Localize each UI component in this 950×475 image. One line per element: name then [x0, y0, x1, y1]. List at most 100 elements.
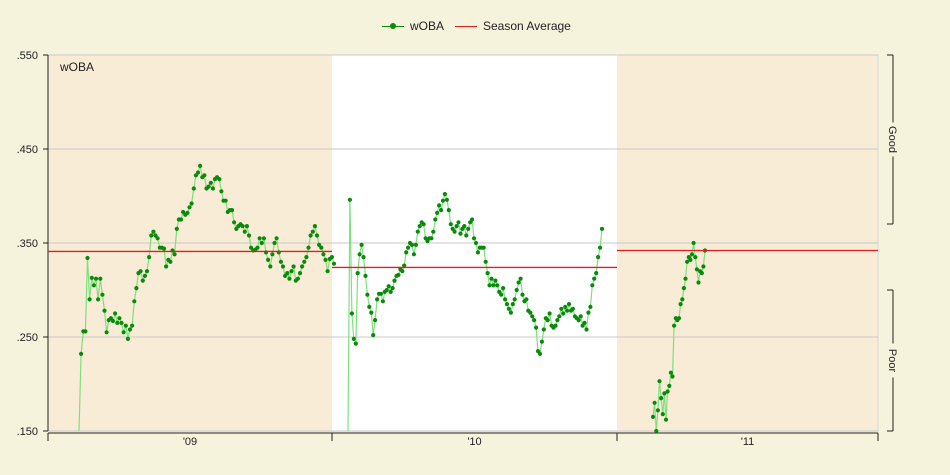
season-averages	[48, 249, 878, 269]
woba-point	[223, 198, 228, 203]
woba-point	[310, 229, 315, 234]
woba-point	[598, 245, 603, 250]
woba-point	[435, 210, 440, 215]
woba-point	[100, 292, 105, 297]
woba-point	[406, 245, 411, 250]
woba-point	[308, 233, 313, 238]
woba-point	[667, 383, 672, 388]
woba-point	[96, 297, 101, 302]
woba-point	[240, 224, 245, 229]
woba-point	[302, 259, 307, 264]
woba-point	[355, 271, 360, 276]
woba-point	[147, 255, 152, 260]
average-swatch-icon	[455, 20, 477, 32]
woba-point	[257, 236, 262, 241]
woba-point	[321, 252, 326, 257]
woba-point	[655, 408, 661, 413]
woba-point	[555, 318, 560, 323]
woba-point	[433, 217, 438, 222]
woba-point	[359, 242, 364, 247]
inner-label: wOBA	[59, 60, 94, 74]
woba-point	[681, 286, 687, 291]
woba-point	[155, 236, 160, 241]
woba-point	[537, 351, 543, 356]
woba-point	[127, 327, 133, 332]
woba-point	[487, 283, 492, 288]
woba-point	[665, 389, 670, 394]
woba-point	[400, 269, 405, 274]
woba-point	[429, 236, 434, 241]
woba-point	[329, 255, 334, 260]
woba-point	[229, 208, 235, 213]
woba-point	[232, 220, 237, 225]
gridlines	[48, 54, 878, 432]
x-axis: '09 '10 '11	[47, 432, 879, 448]
woba-point	[446, 208, 451, 213]
woba-point	[151, 229, 156, 234]
woba-point	[369, 310, 374, 315]
woba-point	[440, 198, 446, 203]
woba-point	[117, 316, 122, 321]
woba-point	[680, 297, 685, 302]
woba-point	[657, 379, 662, 384]
woba-point	[98, 276, 103, 281]
woba-point	[91, 283, 96, 288]
woba-point	[576, 318, 581, 323]
woba-point	[361, 255, 366, 260]
bracket-label-bg	[886, 122, 900, 157]
woba-point	[696, 280, 701, 285]
woba-point	[219, 189, 224, 194]
woba-point	[499, 292, 504, 297]
woba-point	[672, 323, 677, 328]
woba-point	[198, 163, 203, 168]
woba-point	[456, 220, 461, 225]
y-tick-label: .150	[17, 426, 38, 438]
woba-point	[654, 428, 659, 434]
woba-point	[392, 278, 397, 283]
woba-point	[83, 329, 88, 334]
woba-point	[304, 255, 309, 260]
bracket-label-bg	[886, 343, 900, 378]
woba-point	[413, 242, 418, 247]
woba-point	[89, 275, 94, 280]
woba-point	[191, 186, 196, 191]
woba-point	[164, 264, 169, 269]
woba-point	[178, 217, 184, 222]
woba-point	[520, 292, 525, 297]
woba-point	[384, 287, 389, 293]
woba-point	[102, 308, 107, 313]
woba-point	[699, 271, 704, 276]
woba-point	[442, 192, 447, 197]
woba-point	[693, 255, 698, 260]
woba-point	[278, 259, 283, 264]
woba-point	[678, 302, 683, 307]
woba-point	[353, 341, 358, 346]
woba-point	[119, 320, 124, 325]
woba-point	[132, 299, 137, 304]
woba-point	[375, 297, 380, 302]
woba-point	[323, 257, 328, 262]
woba-point	[503, 297, 508, 302]
woba-point	[547, 311, 552, 316]
woba-point	[331, 261, 337, 266]
woba-point	[652, 400, 657, 405]
woba-point	[314, 233, 320, 238]
woba-point	[289, 269, 294, 274]
woba-point	[660, 412, 665, 417]
woba-point	[357, 252, 362, 257]
woba-point	[578, 314, 583, 319]
woba-point	[347, 197, 352, 202]
woba-point	[458, 231, 463, 236]
woba-point	[110, 318, 116, 324]
woba-point	[404, 250, 409, 255]
y-tick-label: .450	[17, 144, 38, 156]
woba-point	[325, 269, 330, 274]
woba-point	[599, 226, 605, 231]
woba-point	[367, 304, 372, 309]
woba-point	[79, 351, 84, 356]
woba-point	[187, 205, 192, 210]
woba-point	[448, 222, 453, 227]
woba-point	[553, 323, 558, 328]
x-tick-label: '11	[741, 436, 755, 448]
